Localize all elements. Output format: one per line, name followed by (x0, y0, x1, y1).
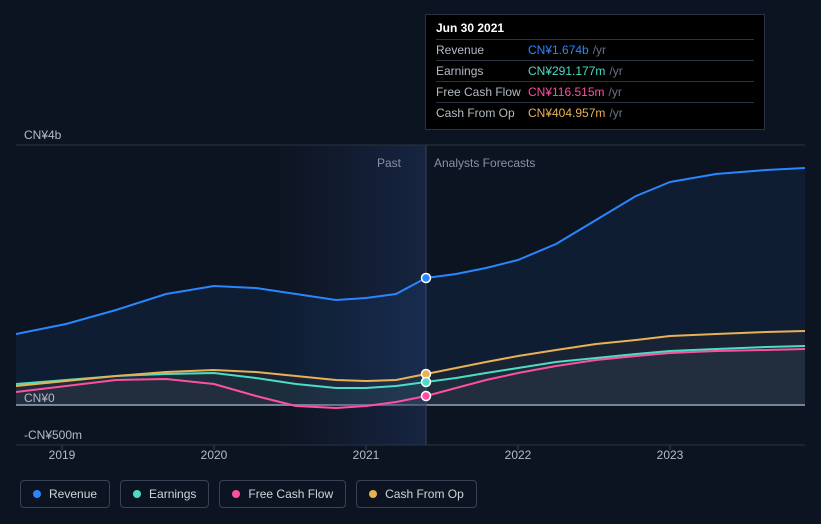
tooltip-row-suffix: /yr (609, 64, 622, 78)
legend-item-cash_from_op[interactable]: Cash From Op (356, 480, 477, 508)
forecast-label: Analysts Forecasts (434, 156, 535, 170)
tooltip-row-value: CN¥404.957m (528, 106, 605, 120)
tooltip-row-value: CN¥116.515m (528, 85, 605, 99)
tooltip-row-label: Revenue (436, 43, 528, 57)
x-axis-label: 2021 (353, 448, 380, 462)
legend-item-label: Cash From Op (385, 487, 464, 501)
x-axis-label: 2019 (49, 448, 76, 462)
y-axis-label: -CN¥500m (24, 428, 82, 442)
chart-tooltip: Jun 30 2021 RevenueCN¥1.674b/yrEarningsC… (425, 14, 765, 130)
chart-legend: Revenue Earnings Free Cash Flow Cash From O… (20, 480, 477, 508)
legend-dot-icon (232, 490, 240, 498)
tooltip-row: RevenueCN¥1.674b/yr (436, 39, 754, 60)
tooltip-row-suffix: /yr (593, 43, 606, 57)
tooltip-row-label: Free Cash Flow (436, 85, 528, 99)
legend-item-earnings[interactable]: Earnings (120, 480, 209, 508)
tooltip-row-value: CN¥1.674b (528, 43, 589, 57)
series-marker-revenue (422, 274, 431, 283)
x-axis-label: 2020 (201, 448, 228, 462)
tooltip-row-label: Cash From Op (436, 106, 528, 120)
tooltip-row: Free Cash FlowCN¥116.515m/yr (436, 81, 754, 102)
tooltip-row-suffix: /yr (609, 106, 622, 120)
legend-item-label: Earnings (149, 487, 196, 501)
tooltip-row: EarningsCN¥291.177m/yr (436, 60, 754, 81)
legend-item-free_cash_flow[interactable]: Free Cash Flow (219, 480, 346, 508)
tooltip-date: Jun 30 2021 (436, 21, 754, 39)
legend-dot-icon (369, 490, 377, 498)
past-label: Past (377, 156, 401, 170)
y-axis-label: CN¥0 (24, 391, 55, 405)
tooltip-row-suffix: /yr (609, 85, 622, 99)
x-axis-label: 2022 (505, 448, 532, 462)
legend-item-revenue[interactable]: Revenue (20, 480, 110, 508)
tooltip-row: Cash From OpCN¥404.957m/yr (436, 102, 754, 123)
x-axis-label: 2023 (657, 448, 684, 462)
legend-dot-icon (33, 490, 41, 498)
legend-item-label: Free Cash Flow (248, 487, 333, 501)
tooltip-row-value: CN¥291.177m (528, 64, 605, 78)
legend-item-label: Revenue (49, 487, 97, 501)
series-marker-free_cash_flow (422, 392, 431, 401)
series-marker-earnings (422, 378, 431, 387)
y-axis-label: CN¥4b (24, 128, 61, 142)
legend-dot-icon (133, 490, 141, 498)
tooltip-row-label: Earnings (436, 64, 528, 78)
